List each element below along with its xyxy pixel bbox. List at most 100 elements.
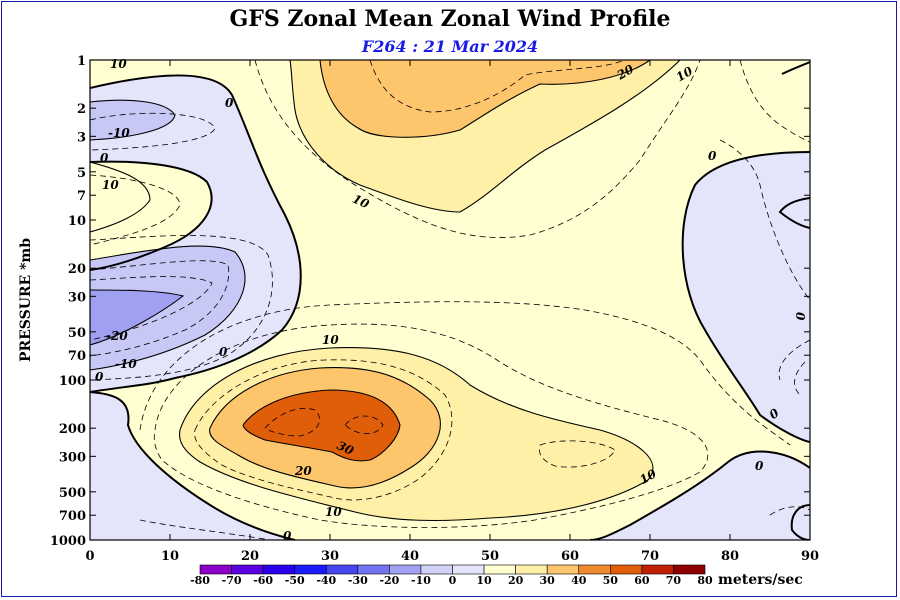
x-tick-label: 0 bbox=[85, 549, 94, 564]
colorbar-label: 70 bbox=[666, 574, 682, 587]
fill-easterly-lowlevel bbox=[90, 392, 295, 540]
contour-label: 0 bbox=[219, 345, 228, 359]
colorbar-label: -60 bbox=[253, 574, 273, 587]
contour-zero-tropics bbox=[90, 74, 302, 393]
y-tick-label: 30 bbox=[68, 290, 86, 305]
dashed-contour bbox=[538, 440, 616, 468]
colorbar: -80 -70 -60 -50 -40 -30 -20 -10 0 10 20 30 40 50 60 70 8… bbox=[190, 564, 713, 587]
contour-label: 0 bbox=[708, 149, 717, 163]
dashed-contour bbox=[90, 276, 213, 341]
contour-label: 10 bbox=[325, 505, 342, 519]
y-tick-label: 300 bbox=[59, 450, 86, 465]
colorbar-label: -30 bbox=[348, 574, 368, 587]
colorbar-label: 0 bbox=[449, 574, 457, 587]
contour-10-tropics bbox=[90, 161, 151, 233]
x-tick-label: 70 bbox=[641, 549, 659, 564]
x-tick-label: 60 bbox=[561, 549, 579, 564]
contour-label: -20 bbox=[106, 329, 128, 343]
colorbar-label: -50 bbox=[285, 574, 305, 587]
contour-label: 30 bbox=[335, 438, 357, 458]
y-tick-label: 7 bbox=[77, 189, 86, 204]
colorbar-swatch bbox=[610, 564, 643, 575]
dashed-contour bbox=[153, 323, 709, 528]
contour-20-jet bbox=[209, 367, 441, 489]
y-tick-label: 100 bbox=[59, 374, 86, 389]
y-tick-label: 50 bbox=[68, 326, 86, 341]
contour-zero-topright bbox=[781, 61, 810, 75]
contour-lines-solid bbox=[90, 60, 810, 540]
contour-label: 0 bbox=[95, 370, 104, 384]
y-tick-label: 10 bbox=[68, 214, 86, 229]
colorbar-label: -20 bbox=[379, 574, 399, 587]
contour-zero-pocket bbox=[90, 160, 213, 271]
dashed-contour bbox=[264, 408, 320, 437]
contour-label: -10 bbox=[108, 126, 130, 140]
x-axis: 0 10 20 30 40 50 60 70 80 90 bbox=[85, 60, 819, 564]
dashed-contour bbox=[369, 60, 626, 113]
dashed-contour bbox=[139, 519, 271, 540]
x-tick-label: 30 bbox=[321, 549, 339, 564]
colorbar-label: -80 bbox=[190, 574, 210, 587]
contour-label: 0 bbox=[793, 312, 807, 321]
plot-border bbox=[89, 59, 811, 541]
fill-minus20-core bbox=[90, 290, 183, 345]
colorbar-swatch bbox=[578, 564, 611, 575]
chart-title: GFS Zonal Mean Zonal Wind Profile bbox=[229, 6, 671, 32]
dashed-contour bbox=[90, 235, 273, 381]
contour-label: 10 bbox=[322, 333, 339, 347]
contour-30-jet bbox=[242, 389, 401, 462]
contour-10-strat bbox=[289, 60, 681, 213]
colorbar-swatch bbox=[357, 564, 390, 575]
x-tick-label: 40 bbox=[401, 549, 419, 564]
contour-minus20 bbox=[90, 289, 185, 346]
colorbar-label: 10 bbox=[476, 574, 492, 587]
contour-zero-lowlevel bbox=[90, 391, 296, 540]
x-tick-label: 20 bbox=[241, 549, 259, 564]
colorbar-swatch bbox=[515, 564, 548, 575]
colorbar-swatch bbox=[294, 564, 327, 575]
contour-label: 0 bbox=[225, 96, 234, 110]
colorbar-label: 80 bbox=[697, 574, 713, 587]
dashed-contour bbox=[90, 112, 216, 151]
y-tick-label: 5 bbox=[77, 166, 86, 181]
colorbar-units: meters/sec bbox=[718, 572, 803, 588]
y-tick-label: 2 bbox=[77, 102, 86, 117]
dashed-contour bbox=[90, 174, 181, 246]
colorbar-label: -40 bbox=[316, 574, 336, 587]
x-tick-label: 90 bbox=[801, 549, 819, 564]
colorbar-label: 60 bbox=[634, 574, 650, 587]
y-tick-label: 500 bbox=[59, 486, 86, 501]
fill-strat-20to30 bbox=[320, 60, 650, 138]
x-tick-label: 80 bbox=[721, 549, 739, 564]
y-tick-label: 70 bbox=[68, 349, 86, 364]
y-tick-label: 1000 bbox=[50, 534, 86, 549]
colorbar-swatch bbox=[452, 564, 485, 575]
colorbar-label: 40 bbox=[571, 574, 587, 587]
contour-zero-polar bbox=[681, 151, 810, 443]
colorbar-label: 50 bbox=[603, 574, 619, 587]
contour-minus10-upper bbox=[90, 99, 176, 141]
colorbar-swatch bbox=[389, 564, 422, 575]
dashed-contour bbox=[769, 506, 810, 516]
dashed-contour bbox=[254, 60, 701, 238]
contour-label: 10 bbox=[110, 57, 127, 71]
dashed-contour bbox=[344, 415, 384, 435]
y-tick-label: 200 bbox=[59, 422, 86, 437]
colorbar-swatch bbox=[673, 564, 706, 575]
contour-label: 0 bbox=[100, 151, 109, 165]
colorbar-label: -10 bbox=[411, 574, 431, 587]
dashed-contour bbox=[778, 339, 810, 381]
dashed-contour bbox=[90, 260, 230, 357]
contour-label: 0 bbox=[755, 459, 764, 473]
x-tick-label: 50 bbox=[481, 549, 499, 564]
contour-minus10-mid bbox=[90, 245, 246, 371]
colorbar-swatch bbox=[231, 564, 264, 575]
fill-tropical-westerly-pocket bbox=[90, 161, 212, 270]
dashed-contour bbox=[719, 139, 810, 301]
colorbar-swatch bbox=[199, 564, 232, 575]
y-tick-label: 1 bbox=[77, 54, 86, 69]
colorbar-label: -70 bbox=[222, 574, 242, 587]
